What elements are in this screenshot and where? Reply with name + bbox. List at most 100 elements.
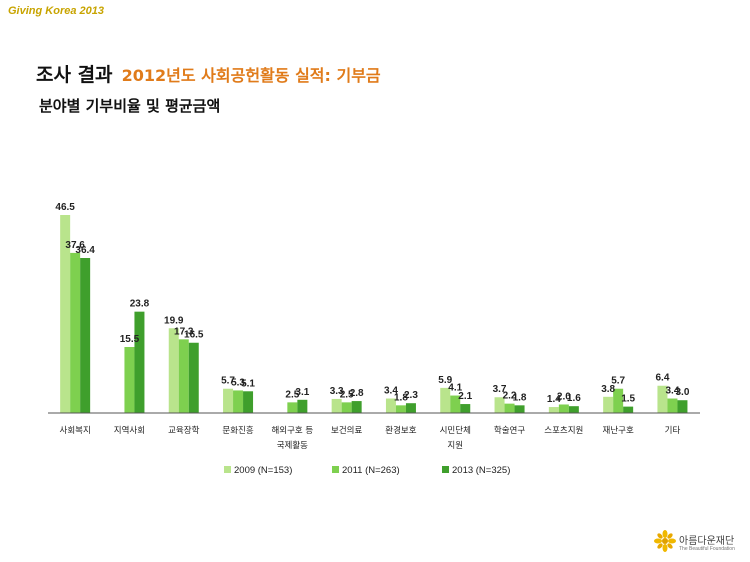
value-label: 37.6 (65, 240, 85, 251)
category-label: 사회복지 (60, 426, 91, 436)
legend: 2009 (N=153) 2011 (N=263) 2013 (N=325) (224, 465, 510, 476)
value-label: 3.4 (384, 386, 398, 397)
value-label: 5.3 (231, 377, 245, 388)
value-label: 2.5 (285, 389, 299, 400)
value-label: 1.8 (394, 392, 408, 403)
value-label: 2.1 (458, 391, 472, 402)
bar (440, 387, 451, 413)
value-label: 3.3 (330, 386, 344, 397)
bar (450, 395, 461, 413)
category-label: 해외구호 등 (271, 425, 313, 436)
value-label: 17.3 (174, 326, 194, 337)
legend-swatch (224, 466, 231, 473)
bar (80, 258, 91, 413)
bar (677, 400, 688, 413)
title-line: 조사 결과 2012년도 사회공헌활동 실적: 기부금 (36, 60, 381, 87)
category-label: 재난구호 (603, 426, 634, 436)
page-title-accent: 2012년도 사회공헌활동 실적: 기부금 (121, 66, 381, 85)
value-label: 3.7 (493, 384, 507, 395)
value-label: 1.5 (621, 394, 635, 405)
bar (60, 215, 71, 413)
bar (623, 406, 634, 413)
value-label: 2.0 (557, 391, 571, 402)
bars-group (60, 215, 688, 413)
legend-label: 2011 (N=263) (342, 465, 400, 476)
bar (351, 401, 362, 413)
page-title: 조사 결과 (36, 64, 113, 86)
value-label: 46.5 (55, 202, 75, 213)
bar (558, 404, 569, 413)
category-label: 국제활동 (277, 440, 308, 451)
bar (188, 342, 199, 413)
value-label: 5.9 (438, 375, 452, 386)
value-label: 3.8 (601, 384, 615, 395)
legend-swatch (442, 466, 449, 473)
value-label: 36.4 (75, 245, 95, 256)
bar (223, 388, 234, 413)
bar (287, 402, 298, 413)
value-label: 3.1 (295, 387, 309, 398)
category-label: 스포츠지원 (544, 426, 583, 436)
bar (168, 328, 179, 413)
value-label: 4.1 (448, 383, 462, 394)
page-subtitle: 분야별 기부비율 및 평균금액 (39, 97, 221, 115)
legend-label: 2009 (N=153) (234, 465, 292, 476)
legend-label: 2013 (N=325) (452, 465, 510, 476)
leaf-icon (654, 530, 676, 552)
category-label: 학술연구 (494, 425, 525, 436)
value-label: 1.8 (513, 392, 527, 403)
bar (568, 406, 579, 413)
value-label: 2.5 (340, 389, 354, 400)
bar (395, 405, 406, 413)
value-label: 3.4 (665, 386, 679, 397)
bar (70, 252, 81, 413)
bar (405, 403, 416, 413)
value-labels-group: 46.537.636.415.523.819.917.316.55.75.35.… (55, 202, 689, 405)
value-label: 2.3 (404, 390, 418, 401)
bar (613, 388, 624, 413)
bar (504, 403, 515, 413)
value-label: 1.6 (567, 393, 581, 404)
category-label: 문화진흥 (222, 425, 253, 436)
bar (657, 385, 668, 413)
value-label: 1.4 (547, 394, 561, 405)
bar (460, 404, 471, 413)
bar (341, 402, 352, 413)
value-label: 5.1 (241, 378, 255, 389)
legend-swatch (332, 466, 339, 473)
logo-subtitle: The Beautiful Foundation (679, 545, 735, 552)
value-label: 16.5 (184, 330, 204, 341)
bar (233, 390, 244, 413)
value-label: 19.9 (164, 315, 184, 326)
category-label: 지역사회 (114, 425, 145, 436)
bar (134, 311, 145, 413)
bar (243, 391, 254, 413)
bar (124, 347, 135, 413)
value-label: 3.0 (675, 387, 689, 398)
category-label: 시민단체 (440, 425, 471, 436)
value-label: 5.7 (221, 376, 235, 387)
bar (178, 339, 189, 413)
value-label: 15.5 (120, 334, 140, 345)
bar (297, 399, 308, 413)
bar (603, 396, 614, 413)
category-label: 기타 (665, 426, 681, 436)
bar (494, 397, 505, 413)
logo-name: 아름다운재단 (679, 535, 735, 547)
bar (514, 405, 525, 413)
value-label: 2.2 (503, 391, 517, 402)
bar (385, 398, 396, 413)
brand-header: Giving Korea 2013 (8, 5, 104, 17)
category-label: 지원 (447, 441, 463, 451)
category-label: 환경보호 (385, 425, 416, 436)
bar (667, 398, 678, 413)
value-label: 6.4 (655, 373, 669, 384)
value-label: 23.8 (130, 299, 150, 310)
category-label: 보건의료 (331, 425, 362, 436)
bar (331, 398, 342, 413)
foundation-logo: 아름다운재단 The Beautiful Foundation (654, 530, 735, 552)
category-label: 교육장학 (168, 425, 199, 436)
bar (548, 407, 559, 413)
